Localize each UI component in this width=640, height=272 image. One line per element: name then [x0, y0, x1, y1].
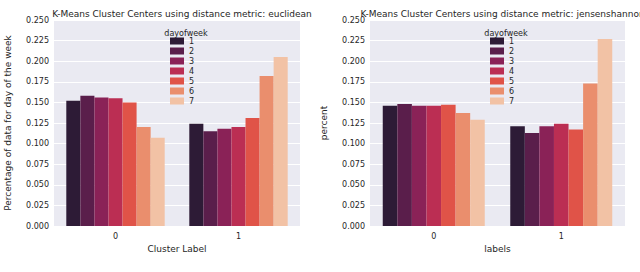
- svg-text:Percentage of data for day of: Percentage of data for day of the week: [3, 34, 13, 210]
- svg-text:K-Means Cluster Centers using: K-Means Cluster Centers using distance m…: [52, 9, 312, 19]
- svg-text:2: 2: [189, 47, 194, 56]
- svg-text:7: 7: [509, 97, 514, 106]
- svg-text:0.225: 0.225: [26, 36, 49, 45]
- svg-text:0: 0: [431, 232, 436, 241]
- svg-text:0.150: 0.150: [342, 98, 365, 107]
- svg-text:0.050: 0.050: [342, 180, 365, 189]
- svg-text:0.250: 0.250: [342, 15, 365, 25]
- svg-text:4: 4: [509, 67, 514, 76]
- svg-text:0.075: 0.075: [342, 160, 365, 169]
- svg-text:0.125: 0.125: [26, 119, 49, 128]
- svg-text:0.025: 0.025: [342, 201, 365, 210]
- svg-text:percent: percent: [319, 105, 329, 140]
- svg-text:Cluster Label: Cluster Label: [147, 244, 206, 254]
- svg-text:5: 5: [189, 77, 194, 86]
- svg-text:4: 4: [189, 67, 194, 76]
- svg-text:dayofweek: dayofweek: [164, 29, 208, 38]
- svg-text:3: 3: [509, 57, 514, 66]
- svg-text:0.025: 0.025: [26, 201, 49, 210]
- svg-text:0.075: 0.075: [26, 160, 49, 169]
- svg-text:5: 5: [509, 77, 514, 86]
- svg-text:3: 3: [189, 57, 194, 66]
- svg-text:0.150: 0.150: [26, 98, 49, 107]
- svg-text:1: 1: [559, 232, 564, 241]
- svg-text:2: 2: [509, 47, 514, 56]
- svg-text:6: 6: [509, 87, 514, 96]
- svg-text:labels: labels: [484, 244, 511, 254]
- svg-text:dayofweek: dayofweek: [484, 29, 528, 38]
- svg-text:6: 6: [189, 87, 194, 96]
- svg-text:0.200: 0.200: [342, 57, 365, 66]
- svg-text:0.050: 0.050: [26, 180, 49, 189]
- svg-text:0.225: 0.225: [342, 36, 365, 45]
- svg-text:1: 1: [189, 37, 194, 46]
- svg-text:0.175: 0.175: [26, 77, 49, 86]
- svg-text:0.100: 0.100: [26, 139, 49, 148]
- svg-text:0.250: 0.250: [26, 16, 49, 25]
- svg-text:1: 1: [236, 232, 241, 241]
- svg-text:1: 1: [509, 37, 514, 46]
- svg-text:0.000: 0.000: [342, 222, 365, 231]
- svg-text:7: 7: [189, 97, 194, 106]
- svg-text:0: 0: [113, 232, 118, 241]
- svg-text:0.125: 0.125: [342, 119, 365, 128]
- svg-text:0.175: 0.175: [342, 77, 365, 86]
- svg-text:0.200: 0.200: [26, 57, 49, 66]
- svg-text:0.000: 0.000: [26, 222, 49, 231]
- svg-text:0.100: 0.100: [342, 139, 365, 148]
- svg-text:K-Means Cluster Centers using: K-Means Cluster Centers using distance m…: [360, 9, 640, 19]
